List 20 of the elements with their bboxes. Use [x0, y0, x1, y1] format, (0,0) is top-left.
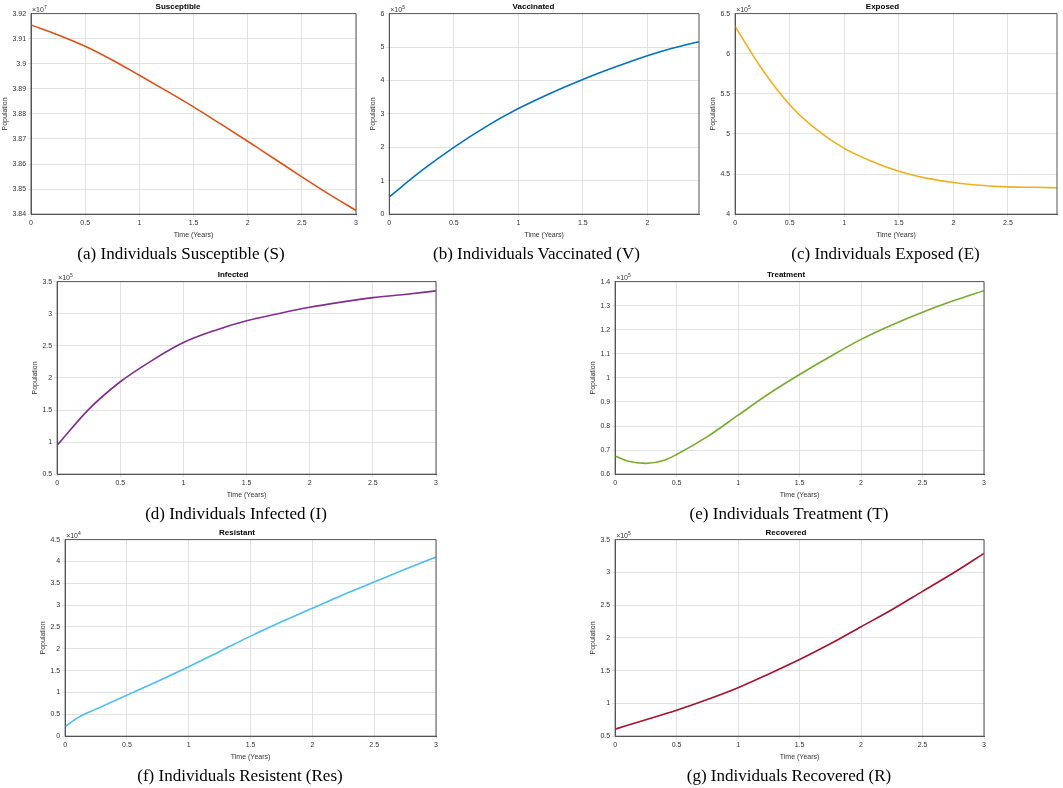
chart-title: Recovered [765, 528, 807, 537]
chart-title: Exposed [865, 2, 900, 11]
text: (g) Individuals Recovered (R) [685, 766, 893, 786]
chart-title: Susceptible [155, 2, 201, 11]
text: (b) Individuals Vaccinated (V) [432, 244, 641, 264]
text: (e) Individuals Treatment (T) [688, 504, 890, 524]
line-series [735, 25, 1057, 189]
line-series [65, 556, 436, 728]
chart-title: Treatment [766, 270, 806, 279]
line-series [615, 552, 984, 730]
line-series [57, 290, 436, 447]
chart-title: Infected [217, 270, 249, 279]
chart-title: Vaccinated [512, 2, 555, 11]
chart-title: Resistant [218, 528, 256, 537]
text: (d) Individuals Infected (I) [144, 504, 328, 524]
line-series [615, 289, 984, 465]
text: (c) Individuals Exposed (E) [790, 244, 981, 264]
line-series [389, 40, 699, 198]
text: (f) Individuals Resistent (Res) [136, 766, 344, 786]
text: (a) Individuals Susceptible (S) [76, 244, 286, 264]
